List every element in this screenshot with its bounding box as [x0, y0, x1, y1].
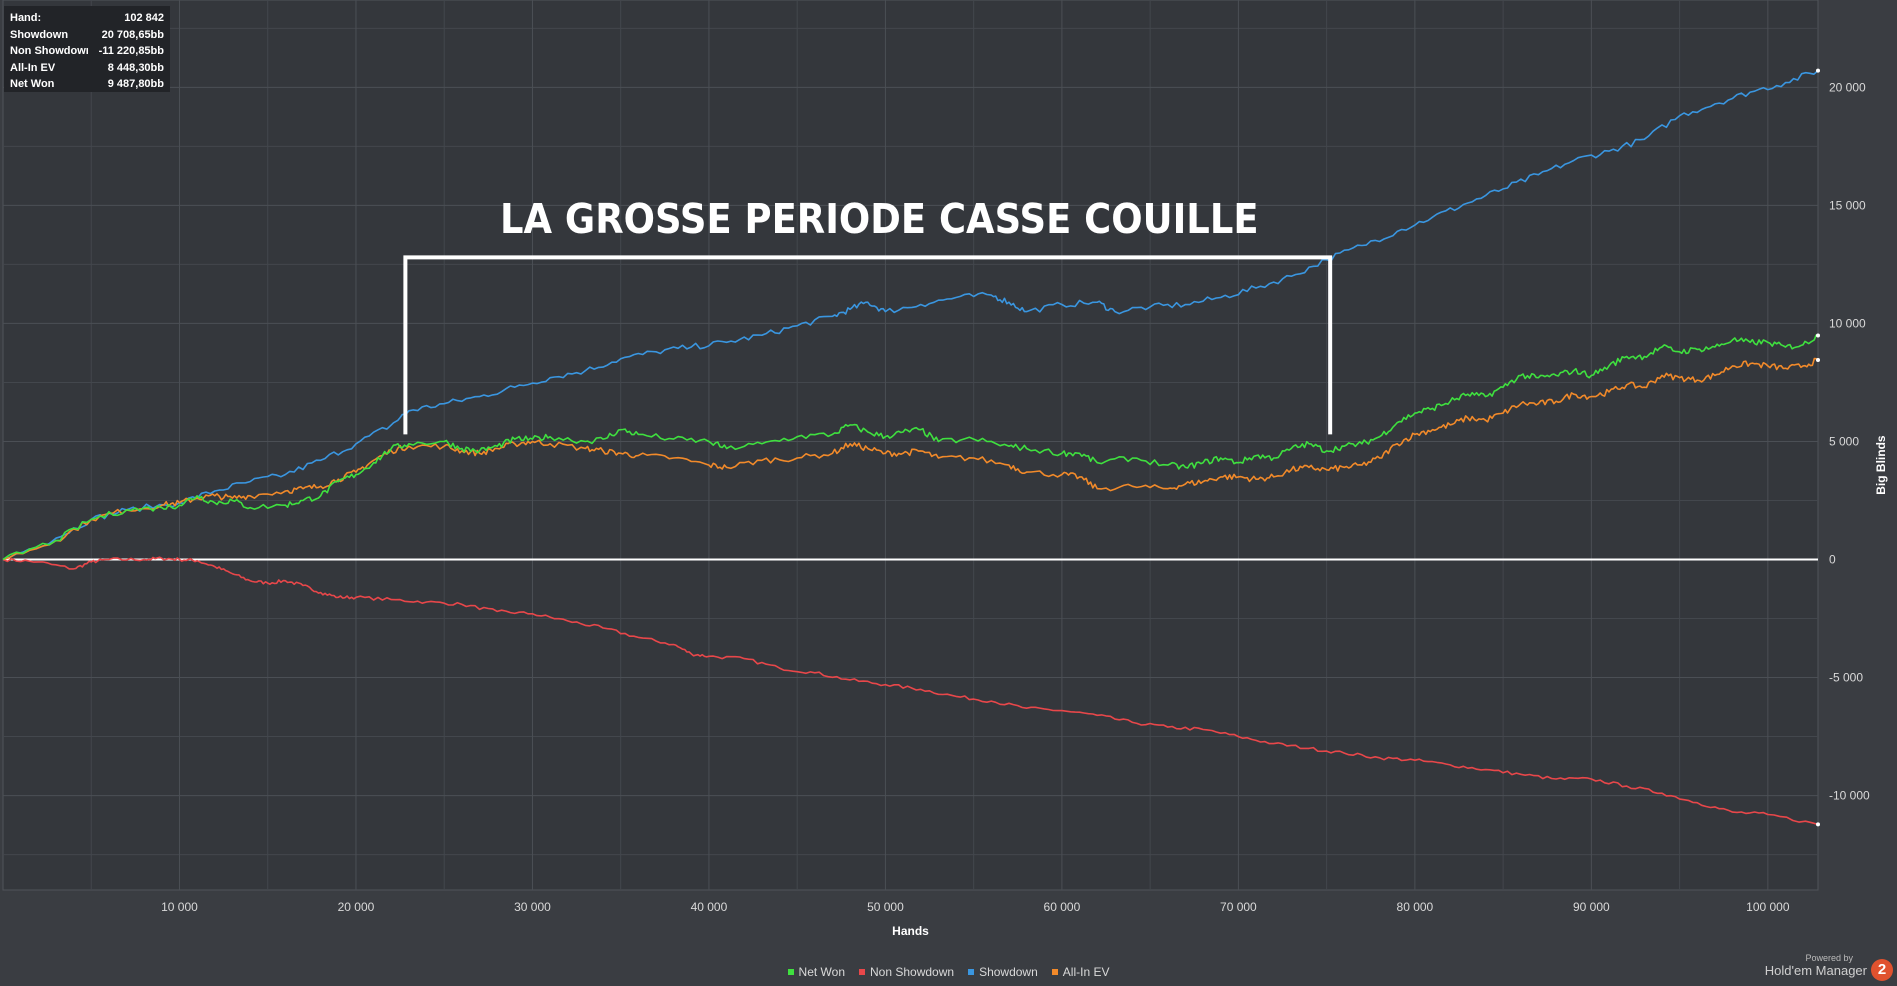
- stat-value: 20 708,65bb: [101, 28, 164, 41]
- legend-item-net-won[interactable]: Net Won: [787, 965, 845, 979]
- x-tick-label: 100 000: [1746, 900, 1790, 914]
- y-tick-label: 15 000: [1829, 198, 1866, 212]
- chart-legend: Net Won Non Showdown Showdown All-In EV: [0, 965, 1897, 979]
- series-line-showdown: [2, 69, 1819, 561]
- series-end-marker: [1816, 333, 1820, 338]
- series-end-marker: [1816, 358, 1820, 363]
- stat-label: Showdown: [10, 28, 69, 41]
- plot-area: [2, 0, 1819, 891]
- period-bracket: [403, 255, 1333, 435]
- x-tick-label: 60 000: [1044, 900, 1081, 914]
- series-end-marker: [1816, 68, 1820, 73]
- stat-row-non-showdown: Non Showdown -11 220,85bb: [10, 43, 164, 60]
- stat-row-all-in-ev: All-In EV 8 448,30bb: [10, 60, 164, 77]
- y-tick-label: 5 000: [1829, 434, 1859, 448]
- stat-value: 9 487,80bb: [107, 78, 164, 90]
- x-tick-label: 10 000: [161, 900, 198, 914]
- y-axis-title: Big Blinds: [1874, 435, 1888, 495]
- stat-label: Net Won: [10, 78, 55, 90]
- series-line-all-in-ev: [2, 357, 1819, 561]
- y-tick-label: -5 000: [1829, 671, 1863, 685]
- stat-row-showdown: Showdown 20 708,65bb: [10, 27, 164, 44]
- legend-label: Showdown: [979, 965, 1038, 979]
- stat-value: 8 448,30bb: [107, 61, 164, 74]
- series-end-marker: [1816, 822, 1820, 827]
- series-line-net-won: [2, 334, 1819, 561]
- y-tick-label: 0: [1829, 552, 1836, 566]
- x-tick-label: 20 000: [338, 900, 375, 914]
- x-axis-title: Hands: [892, 924, 929, 938]
- legend-swatch: [1051, 969, 1058, 975]
- x-tick-label: 50 000: [867, 900, 904, 914]
- powered-by: Powered by Hold'em Manager: [1765, 953, 1867, 978]
- powered-by-label: Powered by: [1805, 953, 1853, 963]
- y-tick-label: 10 000: [1829, 316, 1866, 330]
- legend-label: Net Won: [798, 965, 845, 979]
- hem2-logo-icon: 2: [1871, 959, 1893, 981]
- x-tick-label: 40 000: [691, 900, 728, 914]
- annotation-title: LA GROSSE PERIODE CASSE COUILLE: [500, 195, 1259, 243]
- y-tick-label: 20 000: [1829, 80, 1866, 94]
- stat-row-net-won: Net Won 9 487,80bb: [10, 76, 164, 93]
- legend-item-non-showdown[interactable]: Non Showdown: [859, 965, 954, 979]
- stat-value: -11 220,85bb: [98, 45, 164, 57]
- legend-swatch: [787, 969, 794, 975]
- x-tick-label: 30 000: [514, 900, 551, 914]
- legend-swatch: [859, 969, 865, 975]
- stat-row-hands: Hand: 102 842: [10, 10, 164, 27]
- x-tick-label: 90 000: [1573, 900, 1610, 914]
- legend-label: Non Showdown: [870, 965, 955, 979]
- brand-name: Hold'em Manager: [1764, 963, 1867, 978]
- legend-label: All-In EV: [1062, 965, 1110, 979]
- legend-item-all-in-ev[interactable]: All-In EV: [1051, 965, 1110, 979]
- stats-summary-box: Hand: 102 842 Showdown 20 708,65bb Non S…: [4, 6, 170, 92]
- series-line-non-showdown: [2, 556, 1819, 826]
- stat-label: Hand:: [10, 12, 42, 24]
- x-tick-label: 80 000: [1397, 900, 1434, 914]
- stat-value: 102 842: [124, 12, 164, 24]
- stat-label: All-In EV: [10, 61, 56, 74]
- legend-item-showdown[interactable]: Showdown: [968, 965, 1038, 979]
- legend-swatch: [968, 969, 975, 975]
- stat-label: Non Showdown: [10, 45, 88, 57]
- y-tick-label: -10 000: [1829, 789, 1870, 803]
- x-tick-label: 70 000: [1220, 900, 1257, 914]
